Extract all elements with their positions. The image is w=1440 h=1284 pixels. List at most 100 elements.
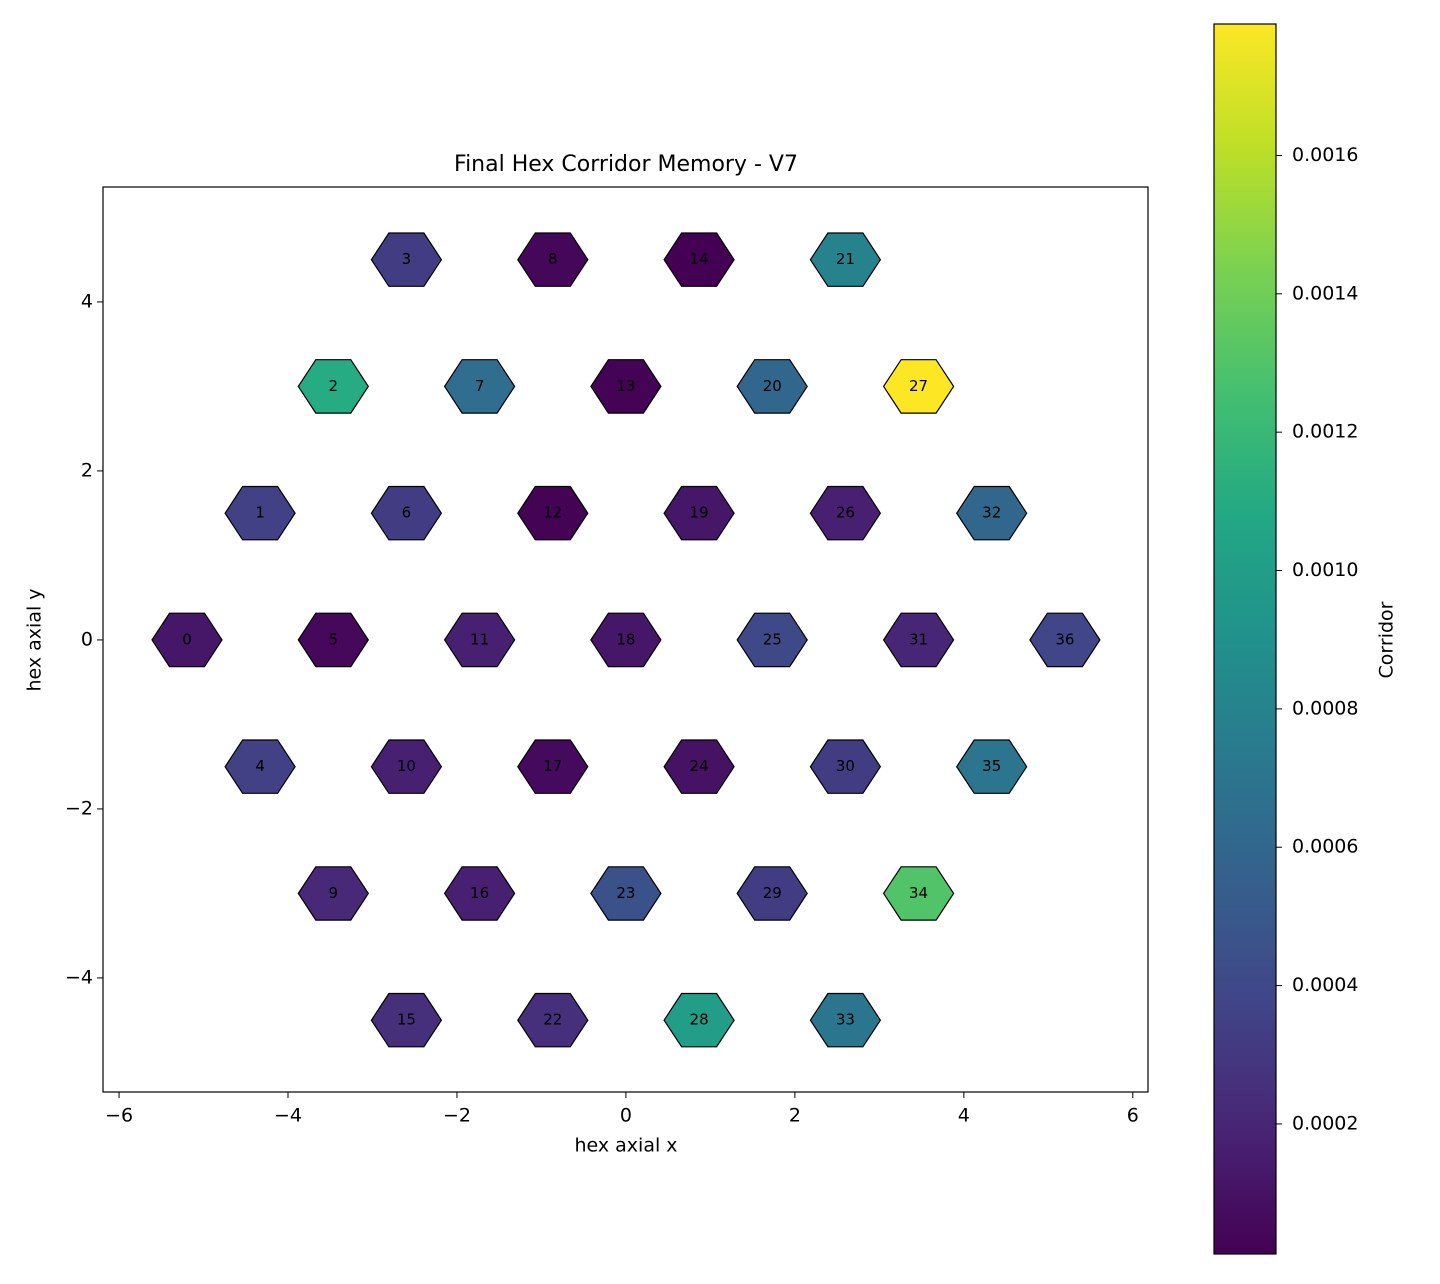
y-tick-label: 2 [81,459,93,481]
hex-cell [809,485,882,541]
x-tick-label: 2 [789,1105,801,1127]
cell-label: 23 [616,884,635,902]
cell-label: 11 [470,630,489,648]
hex-cell [151,612,223,668]
hex-cell [297,612,370,668]
hex-cell [443,866,516,921]
cell-label: 24 [690,757,709,775]
y-tick-label: −4 [65,966,93,988]
hex-cell [517,992,589,1048]
hex-cell [517,485,589,541]
cell-label: 25 [763,630,782,648]
cell-label: 16 [470,884,489,902]
hex-cell [736,866,808,921]
colorbar-label: Corridor [1376,601,1398,678]
x-tick-label: −2 [443,1105,471,1127]
cell-label: 32 [982,504,1001,522]
x-tick-label: 4 [958,1105,970,1127]
cell-label: 26 [836,504,855,522]
colorbar [1213,23,1277,1255]
hex-cell [736,612,808,668]
hex-cell [297,866,370,921]
cell-label: 35 [982,757,1001,775]
hex-cell [590,866,662,921]
x-tick-label: 0 [620,1105,632,1127]
cell-label: 30 [836,757,855,775]
hex-cell [882,359,955,414]
cell-label: 20 [763,377,782,395]
hex-cell [443,359,516,414]
cell-label: 18 [616,630,635,648]
cell-label: 15 [397,1011,416,1029]
cell-label: 21 [836,250,855,268]
x-tick-label: −4 [274,1105,302,1127]
colorbar-tick-label: 0.0016 [1292,144,1358,166]
chart-title: Final Hex Corridor Memory - V7 [454,152,798,177]
y-tick-label: −2 [65,797,93,819]
cell-label: 1 [255,504,265,522]
cell-label: 12 [543,504,562,522]
hex-cell [443,612,516,668]
hex-cell [297,359,370,414]
hex-cell [224,739,296,794]
cell-label: 4 [255,757,265,775]
cell-label: 8 [548,250,558,268]
hex-cell [663,992,735,1048]
hex-cell [370,992,443,1048]
cell-label: 2 [329,377,339,395]
cell-label: 17 [543,757,562,775]
cell-label: 34 [909,884,928,902]
hex-cell [882,866,955,921]
x-tick-label: 6 [1127,1105,1139,1127]
hex-cell [809,739,882,794]
colorbar-tick-label: 0.0004 [1292,974,1358,996]
cell-label: 19 [690,504,709,522]
hex-cell [663,232,735,287]
hex-cell [955,739,1028,794]
colorbar-tick-label: 0.0008 [1292,697,1358,719]
colorbar-tick-label: 0.0012 [1292,421,1358,443]
cell-label: 27 [909,377,928,395]
hex-cell [590,612,662,668]
cell-label: 6 [402,504,412,522]
x-axis-label: hex axial x [574,1135,677,1157]
y-tick-label: 4 [81,290,93,312]
cell-label: 36 [1055,630,1074,648]
colorbar-tick-label: 0.0014 [1292,282,1358,304]
cell-label: 10 [397,757,416,775]
cell-label: 9 [329,884,339,902]
cell-label: 13 [616,377,635,395]
hex-cell [590,359,662,414]
hex-cell [370,485,443,541]
hex-cell [370,232,443,287]
cell-label: 22 [543,1011,562,1029]
hex-cell [370,739,443,794]
hex-cell [809,232,882,287]
cell-label: 0 [182,630,192,648]
cell-label: 33 [836,1011,855,1029]
y-axis-label: hex axial y [24,588,46,691]
hex-cell [663,485,735,541]
cell-label: 5 [329,630,339,648]
cell-label: 29 [763,884,782,902]
colorbar-tick-label: 0.0002 [1292,1112,1358,1134]
cell-label: 3 [402,250,412,268]
hex-cell [809,992,882,1048]
hex-cell [1029,612,1101,668]
cell-label: 28 [690,1011,709,1029]
hex-cell [663,739,735,794]
hex-cell [224,485,296,541]
y-tick-label: 0 [81,628,93,650]
hex-cell [736,359,808,414]
hex-cell [955,485,1028,541]
x-tick-label: −6 [105,1105,133,1127]
hex-cell [517,739,589,794]
cell-label: 7 [475,377,485,395]
colorbar-tick-label: 0.0006 [1292,836,1358,858]
cell-label: 14 [690,250,709,268]
hex-cell [517,232,589,287]
colorbar-tick-label: 0.0010 [1292,559,1358,581]
hex-cell [882,612,955,668]
